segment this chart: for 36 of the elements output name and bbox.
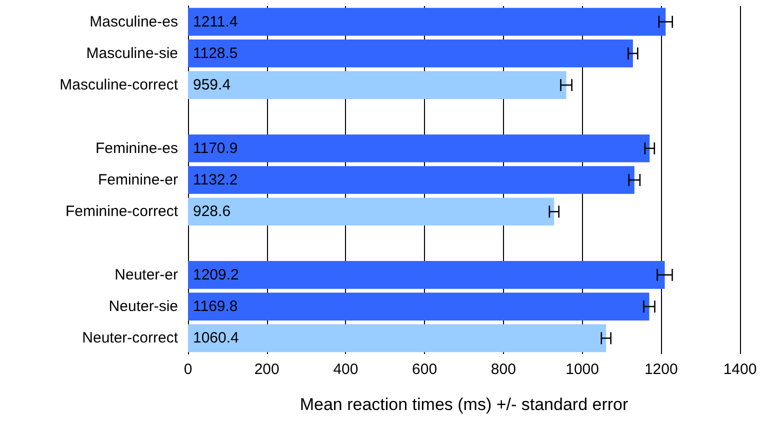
y-tick-label: Neuter-er	[114, 266, 178, 284]
x-tick-label: 1000	[566, 361, 599, 378]
bar	[188, 324, 606, 352]
x-tick-label: 600	[412, 361, 438, 378]
x-tick-label: 400	[333, 361, 358, 378]
data-label: 1209.2	[193, 266, 239, 284]
y-tick-label: Neuter-correct	[82, 330, 179, 347]
x-axis-title: Mean reaction times (ms) +/- standard error	[300, 395, 628, 414]
y-tick-label: Masculine-es	[90, 13, 178, 30]
data-label: 1128.5	[193, 44, 238, 62]
data-label: 928.6	[193, 203, 231, 220]
y-tick-label: Feminine-correct	[65, 203, 179, 220]
bar	[188, 260, 665, 289]
bar	[188, 292, 650, 320]
data-label: 1060.4	[193, 330, 239, 347]
x-tick-label: 800	[490, 361, 516, 378]
y-tick-label: Feminine-es	[95, 140, 178, 157]
data-label: 1211.4	[193, 13, 238, 30]
bar	[188, 71, 566, 100]
bar	[188, 198, 554, 226]
x-tick-label: 200	[254, 361, 280, 378]
data-label: 959.4	[193, 76, 231, 94]
y-tick-label: Feminine-er	[98, 172, 178, 188]
bar	[188, 134, 650, 162]
x-tick-label: 1400	[723, 361, 757, 378]
data-label: 1169.8	[193, 298, 238, 316]
data-label: 1170.9	[193, 140, 238, 157]
bar	[188, 8, 666, 36]
x-tick-label: 1200	[644, 361, 678, 378]
y-tick-label: Masculine-correct	[60, 76, 179, 94]
bar	[188, 166, 634, 194]
data-label: 1132.2	[193, 172, 238, 188]
bar	[188, 40, 633, 68]
y-tick-label: Masculine-sie	[86, 44, 178, 62]
x-tick-label: 0	[184, 361, 192, 378]
y-tick-label: Neuter-sie	[108, 298, 178, 316]
